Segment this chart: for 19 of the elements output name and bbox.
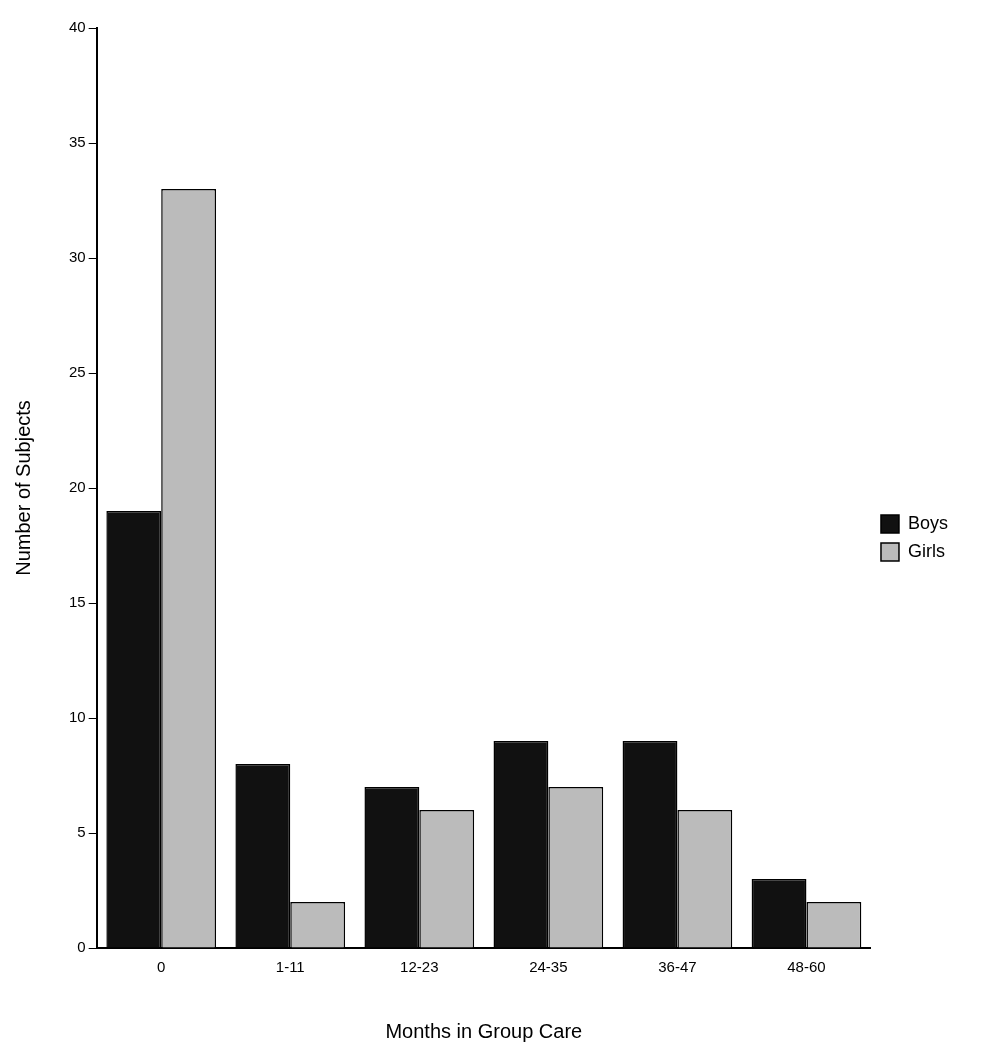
y-tick-label: 5 bbox=[77, 823, 86, 841]
x-tick-label: 1-11 bbox=[275, 958, 305, 976]
y-tick-label: 40 bbox=[69, 18, 86, 36]
x-tick-label: 48-60 bbox=[787, 958, 826, 976]
y-tick-label: 0 bbox=[77, 938, 86, 956]
legend-label: Girls bbox=[907, 540, 945, 561]
y-tick-label: 20 bbox=[69, 478, 86, 496]
legend-label: Boys bbox=[907, 512, 949, 533]
x-tick-label: 24-35 bbox=[529, 958, 568, 976]
y-tick-label: 15 bbox=[69, 593, 86, 611]
x-axis-title: Months in Group Care bbox=[385, 1019, 583, 1042]
x-tick-label: 36-47 bbox=[658, 958, 697, 976]
x-tick-label: 0 bbox=[157, 958, 166, 976]
x-tick-label: 12-23 bbox=[400, 958, 439, 976]
y-tick-label: 10 bbox=[69, 708, 86, 726]
y-tick-label: 30 bbox=[69, 248, 86, 266]
y-tick-label: 35 bbox=[69, 133, 86, 151]
y-axis-title: Number of Subjects bbox=[11, 400, 34, 576]
y-tick-label: 25 bbox=[69, 363, 86, 381]
